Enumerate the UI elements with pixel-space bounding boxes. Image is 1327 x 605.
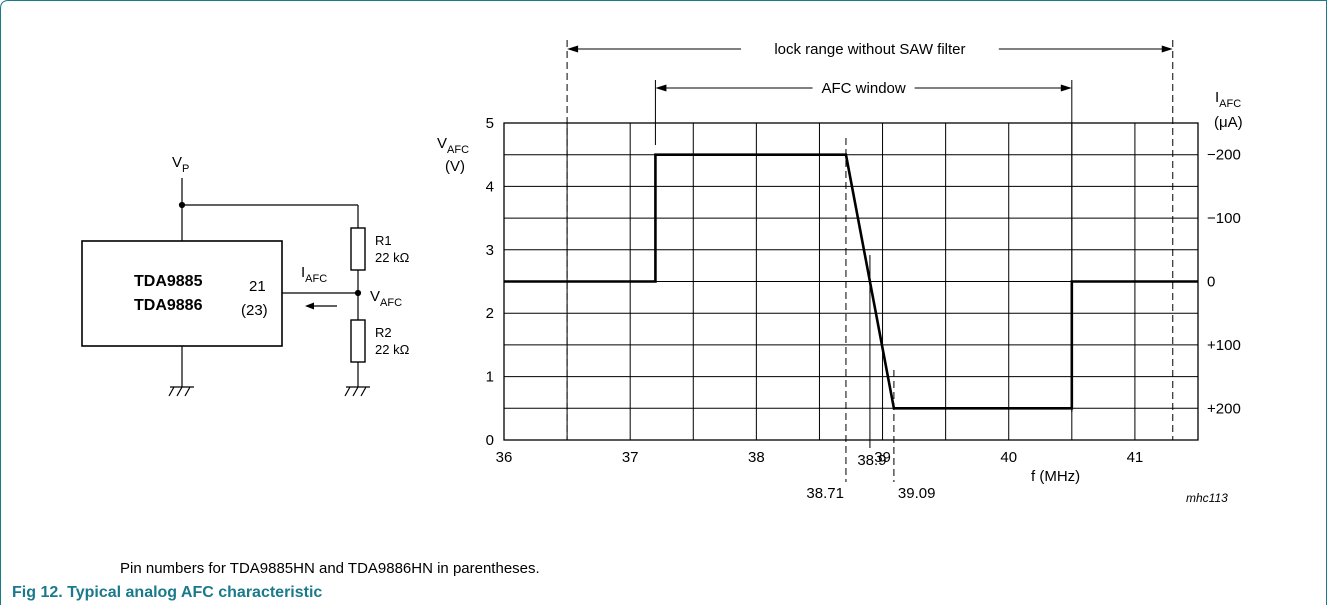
x-tick-label: 40 xyxy=(1000,449,1017,466)
x-tick-label: 36 xyxy=(496,449,513,466)
current-label: IAFC xyxy=(301,264,327,285)
pin-number: 21 xyxy=(249,278,266,295)
frequency-annotations: 38.71 38.9 39.09 xyxy=(806,138,935,502)
annotation-label: 38.9 xyxy=(857,452,886,469)
y-tick-label: 4 xyxy=(486,178,494,195)
range-arrow-head-left xyxy=(655,84,667,92)
supply-junction xyxy=(178,201,186,209)
y-tick-label: 0 xyxy=(486,432,494,449)
y2-tick-label: +100 xyxy=(1207,337,1241,354)
ic-name-2: TDA9886 xyxy=(134,297,203,314)
resistor-r2 xyxy=(350,319,366,363)
range-arrow-head-left xyxy=(567,45,579,53)
ic-ground-icon xyxy=(168,386,194,397)
x-tick-label: 38 xyxy=(748,449,765,466)
y-axis-label: VAFC xyxy=(437,135,469,156)
current-arrow-head xyxy=(305,302,314,310)
x-tick-label: 37 xyxy=(622,449,639,466)
y2-tick-label: −100 xyxy=(1207,210,1241,227)
range-label: lock range without SAW filter xyxy=(774,41,965,58)
y2-tick-label: +200 xyxy=(1207,400,1241,417)
range-arrow-head-right xyxy=(1060,84,1072,92)
node-label: VAFC xyxy=(370,288,402,309)
range-markers: lock range without SAW filter AFC window xyxy=(566,40,1174,440)
y-tick-label: 5 xyxy=(486,115,494,132)
tick-labels: 36 37 38 39 40 41 0 1 2 3 4 5 −200 −100 0 +100 +200 xyxy=(486,115,1241,466)
pin-number-alt: (23) xyxy=(241,302,268,319)
x-tick-label: 41 xyxy=(1127,449,1144,466)
annotation-label: 39.09 xyxy=(898,485,936,502)
circuit-diagram: VP TDA9885 TDA9886 21 (23) IAFC VAFC R1 … xyxy=(81,154,410,397)
range-arrow-head-right xyxy=(1161,45,1173,53)
y-tick-label: 3 xyxy=(486,242,494,259)
resistor-r1 xyxy=(350,227,366,271)
ic-name-1: TDA9885 xyxy=(134,273,203,290)
y2-tick-label: 0 xyxy=(1207,274,1215,291)
r2-ground-icon xyxy=(344,386,370,397)
y-tick-label: 1 xyxy=(486,369,494,386)
pin-note: Pin numbers for TDA9885HN and TDA9886HN … xyxy=(120,560,540,577)
r1-name: R1 xyxy=(375,233,392,248)
y2-axis-label: IAFC xyxy=(1215,89,1241,110)
y2-tick-label: −200 xyxy=(1207,147,1241,164)
y-axis-unit: (V) xyxy=(445,158,465,175)
y-tick-label: 2 xyxy=(486,305,494,322)
r1-value: 22 kΩ xyxy=(375,250,410,265)
r2-value: 22 kΩ xyxy=(375,342,410,357)
afc-curve xyxy=(504,153,1198,410)
annotation-label: 38.71 xyxy=(806,485,844,502)
figure-id: mhc113 xyxy=(1186,491,1228,505)
x-tick-label: 39 xyxy=(874,449,891,466)
x-axis-label: f (MHz) xyxy=(1031,468,1080,485)
range-label: AFC window xyxy=(822,80,906,97)
y2-axis-unit: (μA) xyxy=(1214,114,1243,131)
figure-caption: Fig 12. Typical analog AFC characteristi… xyxy=(12,584,323,601)
r2-name: R2 xyxy=(375,325,392,340)
supply-label: VP xyxy=(172,154,189,175)
